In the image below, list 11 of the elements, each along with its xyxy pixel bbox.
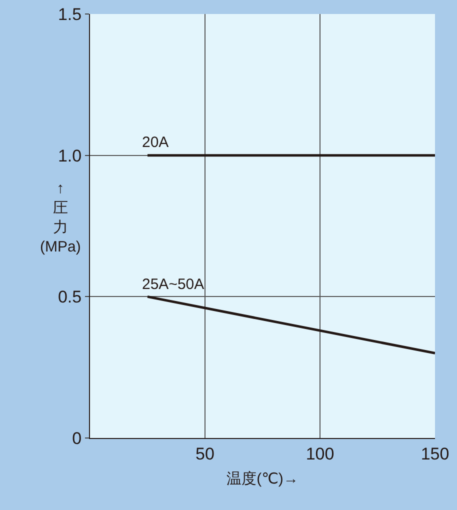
x-axis-title: 温度(℃)→ [226, 470, 298, 488]
x-tick-label: 50 [196, 444, 214, 464]
y-tick-label: 0.5 [58, 288, 82, 307]
x-tick-label: 100 [306, 444, 334, 464]
series-label: 20A [142, 134, 169, 151]
y-tick-label: 1.0 [58, 146, 82, 166]
y-axis-title: ↑圧力(MPa) [40, 180, 81, 256]
y-tick-label: 0 [72, 428, 82, 448]
x-tick-label: 150 [420, 444, 450, 464]
y-tick-label: 1.5 [58, 4, 82, 24]
series-label: 25A~50A [142, 276, 204, 293]
